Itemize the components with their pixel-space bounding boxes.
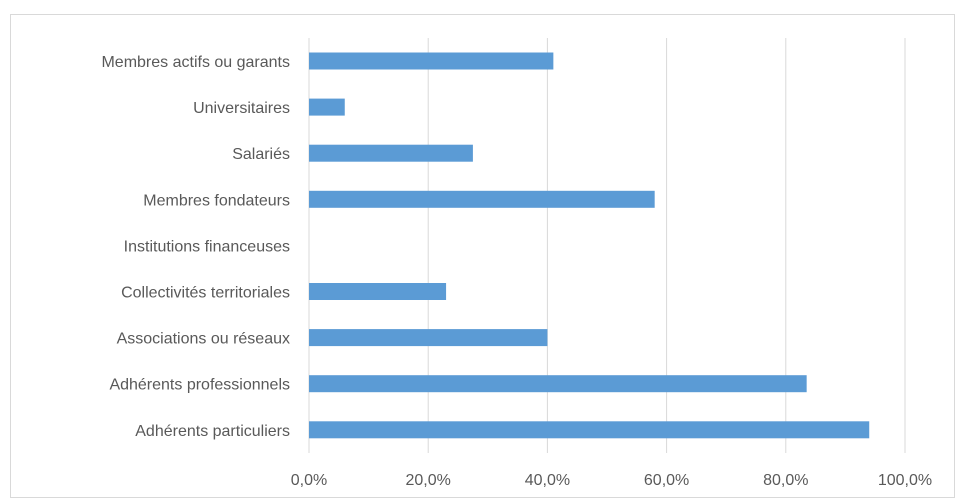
x-tick-label: 0,0% [291, 472, 327, 489]
bar [309, 329, 548, 347]
bar [309, 375, 807, 393]
bar [309, 283, 447, 300]
x-tick-label: 60,0% [644, 472, 689, 489]
category-label: Membres fondateurs [143, 192, 290, 209]
x-tick-label: 20,0% [406, 472, 451, 489]
category-label: Collectivités territoriales [121, 285, 290, 302]
category-label: Universitaires [193, 100, 290, 117]
bar [309, 190, 655, 208]
x-tick-label: 40,0% [525, 472, 570, 489]
category-label: Membres actifs ou garants [101, 54, 290, 71]
category-label: Associations ou réseaux [117, 331, 290, 348]
bar [309, 421, 870, 439]
category-label: Institutions financeuses [124, 238, 290, 255]
bar [309, 98, 345, 116]
category-label: Adhérents professionnels [109, 377, 290, 394]
bar [309, 52, 554, 70]
category-label: Salariés [232, 146, 290, 163]
x-tick-label: 100,0% [878, 472, 932, 489]
x-axis-tick-labels: 0,0% 20,0% 40,0% 60,0% 80,0% 100,0% [291, 472, 932, 489]
chart-frame [10, 14, 955, 498]
category-labels: Membres actifs ou garants Universitaires S… [101, 54, 290, 440]
x-tick-label: 80,0% [763, 472, 808, 489]
bar [309, 144, 473, 162]
category-label: Adhérents particuliers [135, 423, 290, 440]
bars [309, 52, 870, 439]
